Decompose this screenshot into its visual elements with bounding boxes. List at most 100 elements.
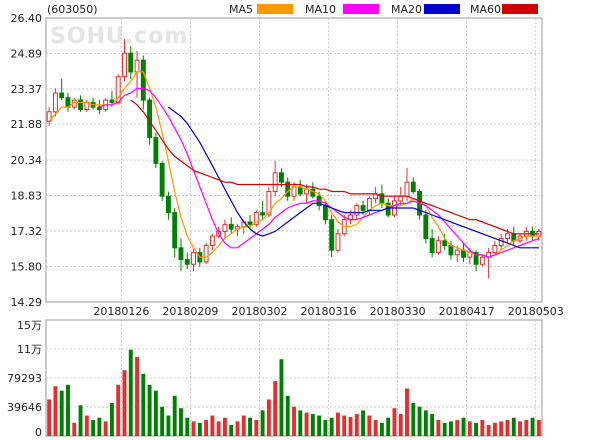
candle-body-down <box>285 181 291 197</box>
volume-bar <box>153 390 158 436</box>
volume-bar <box>172 395 177 436</box>
volume-bar <box>354 414 359 436</box>
volume-bar <box>254 419 259 436</box>
volume-bar <box>91 419 96 436</box>
series-line-ma20 <box>168 106 539 249</box>
candlestick <box>172 207 178 258</box>
series-line-ma60 <box>130 99 539 235</box>
volume-bar <box>122 370 127 436</box>
candle-body-up <box>505 233 510 239</box>
volume-bar <box>204 419 209 436</box>
candlestick <box>272 161 278 197</box>
candle-body-up <box>52 92 58 113</box>
candle-body-down <box>178 247 184 261</box>
volume-bar <box>179 408 183 436</box>
volume-bar <box>310 414 315 436</box>
volume-bar <box>266 399 271 436</box>
volume-bar <box>229 425 234 436</box>
candle-body-down <box>159 162 165 197</box>
candle-body-down <box>423 214 429 239</box>
volume-bar <box>260 410 265 436</box>
candlestick <box>140 55 146 110</box>
volume-bar <box>248 417 252 436</box>
volume-bar <box>486 425 491 436</box>
price-y-tick-label: 23.37 <box>11 83 43 96</box>
price-y-tick-label: 17.32 <box>11 225 43 238</box>
volume-bar <box>511 417 516 436</box>
volume-bar <box>78 405 83 436</box>
axes: 26.40 24.89 23.37 21.88 20.34 18.83 17.32 15.80… <box>7 12 564 439</box>
candle-body-up <box>498 237 504 246</box>
volume-bar <box>499 421 504 436</box>
candlestick <box>479 254 485 267</box>
legend-label-ma60: MA60 <box>470 3 501 16</box>
legend-swatch-ma20 <box>424 4 460 14</box>
volume-bar <box>329 417 334 436</box>
candlestick <box>410 177 416 194</box>
candle-body-up <box>398 195 404 202</box>
volume-bar <box>279 359 284 436</box>
volume-bar <box>53 386 58 436</box>
volume-bar <box>84 415 89 436</box>
candle-body-down <box>184 259 190 265</box>
watermark-text: SOHU.com <box>50 24 188 49</box>
volume-bar <box>222 417 227 436</box>
x-tick-label: 20180302 <box>231 305 287 318</box>
volume-bar <box>323 419 328 436</box>
candle-body-up <box>191 252 196 265</box>
volume-bar <box>455 419 460 436</box>
candlestick <box>285 177 291 201</box>
candlestick <box>222 219 228 239</box>
candlestick <box>253 210 259 227</box>
volume-bar <box>524 419 529 436</box>
volume-bar <box>342 415 347 436</box>
volume-bar <box>103 421 108 436</box>
volume-bar <box>160 406 165 436</box>
volume-bar <box>480 419 485 436</box>
volume-bar <box>235 421 240 436</box>
volume-bar <box>197 422 202 436</box>
candlestick <box>178 238 184 272</box>
volume-bar <box>467 421 472 436</box>
series-line-ma10 <box>99 87 540 258</box>
volume-bar <box>536 419 541 436</box>
candle-body-up <box>479 256 485 265</box>
volume-bar <box>442 422 447 436</box>
volume-bar <box>392 408 397 436</box>
candlestick <box>203 243 209 265</box>
stock-code-label: (603050) <box>47 3 98 16</box>
volume-bar <box>411 403 416 436</box>
candle-body-down <box>228 223 234 230</box>
volume-bar <box>128 349 133 436</box>
volume-y-tick-label: 0 <box>35 426 42 439</box>
candlestick <box>354 203 360 220</box>
candle-body-down <box>247 221 253 225</box>
volume-bar <box>273 381 278 436</box>
candle-body-up <box>335 233 341 251</box>
legend-swatch-ma10 <box>343 4 379 14</box>
candle-body-down <box>278 172 284 183</box>
volume-bar <box>423 410 428 436</box>
candlestick <box>159 161 165 201</box>
candlestick <box>492 240 498 255</box>
volume-bar <box>398 414 403 436</box>
volume-bar <box>210 415 215 436</box>
moving-averages <box>48 71 540 258</box>
candle-body-down <box>78 99 83 110</box>
candle-body-up <box>209 235 215 246</box>
candle-body-up <box>272 172 278 193</box>
legend-label-ma10: MA10 <box>305 3 336 16</box>
x-tick-label: 20180126 <box>93 305 149 318</box>
candle-body-down <box>360 205 366 211</box>
volume-bar <box>317 415 322 436</box>
candlestick <box>335 229 341 253</box>
candle-body-up <box>266 191 272 216</box>
volume-bar <box>97 417 102 436</box>
candle-body-up <box>454 249 460 256</box>
candlestick <box>52 88 58 117</box>
volume-bar <box>336 412 340 436</box>
volume-bar <box>518 421 522 436</box>
candlestick <box>59 78 65 101</box>
volume-bar <box>109 403 114 436</box>
